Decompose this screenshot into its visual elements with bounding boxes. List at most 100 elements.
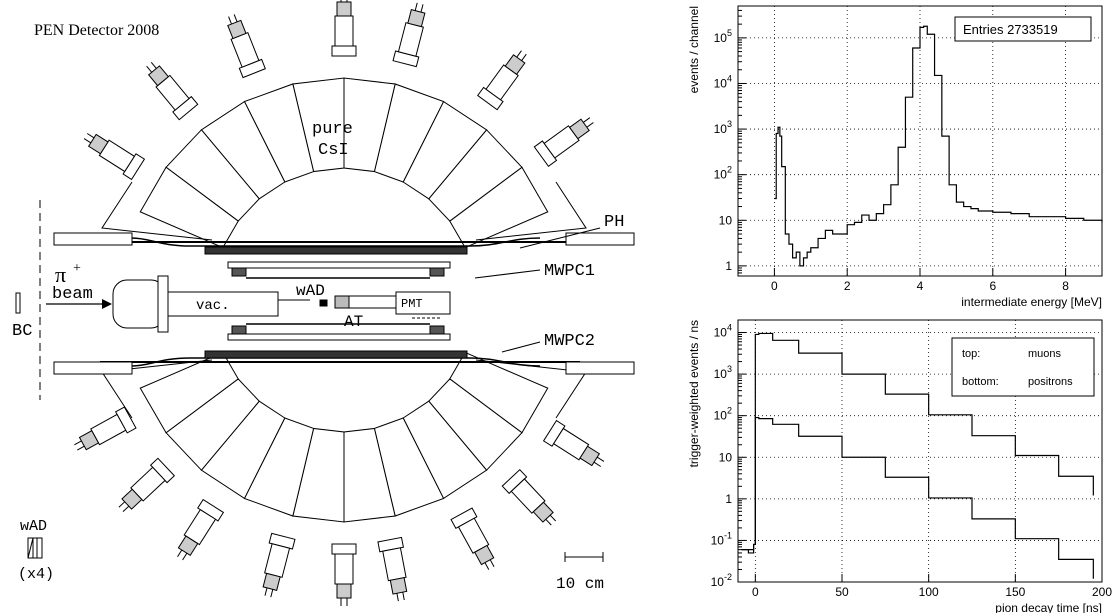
label-pi-charge: + bbox=[73, 261, 81, 276]
legend-top-value: muons bbox=[1028, 348, 1062, 360]
pmt-socket bbox=[407, 9, 426, 28]
pmt-pin bbox=[402, 592, 405, 601]
plastic-hodoscope bbox=[53, 232, 635, 375]
pmt-base bbox=[331, 45, 357, 57]
y-tick-label: 10 bbox=[719, 213, 733, 227]
x-tick-label: 0 bbox=[771, 279, 778, 293]
pmt-tube bbox=[392, 2, 426, 68]
pmt-tube bbox=[542, 419, 605, 467]
pmt-pin bbox=[150, 61, 157, 69]
pmt-socket bbox=[532, 501, 554, 523]
pmt-socket bbox=[147, 65, 170, 87]
x-tick-label: 4 bbox=[917, 279, 924, 293]
pmt-pin bbox=[549, 514, 557, 522]
y-tick-label: 102 bbox=[714, 165, 732, 182]
label-pi: π bbox=[55, 262, 66, 287]
pmt-body bbox=[334, 15, 354, 47]
pmt-body bbox=[382, 547, 407, 582]
decay-plot-frame bbox=[737, 319, 1103, 583]
pmt-tube bbox=[377, 536, 408, 602]
y-tick-label: 103 bbox=[714, 364, 732, 381]
pmt-tube bbox=[227, 14, 266, 79]
pmt-pin bbox=[182, 552, 188, 561]
pmt-socket bbox=[336, 583, 352, 599]
pmt-socket bbox=[177, 535, 199, 557]
pmt-socket bbox=[336, 1, 352, 17]
pmt-tube bbox=[177, 498, 225, 561]
pmt-tube bbox=[331, 543, 357, 606]
csi-wedge bbox=[475, 181, 587, 241]
pmt-socket bbox=[227, 19, 247, 40]
pmt-tube bbox=[450, 507, 495, 570]
energy-tick-labels: 0 2 4 6 8 1 10 102 103 104 105 bbox=[714, 28, 1070, 293]
pmt-socket bbox=[78, 430, 100, 451]
y-tick-label: 10-2 bbox=[711, 572, 732, 589]
label-wad: wAD bbox=[296, 282, 325, 300]
y-tick-label: 102 bbox=[714, 406, 732, 423]
pmt-pin bbox=[516, 50, 522, 58]
pmt-pin bbox=[118, 501, 126, 508]
energy-histogram: 0 2 4 6 8 1 10 102 103 104 105 intermediate energy… bbox=[687, 5, 1103, 309]
y-tick-label: 104 bbox=[714, 73, 732, 90]
pmt-tube bbox=[146, 61, 199, 121]
energy-plot-frame bbox=[737, 5, 1103, 277]
pmt-pin bbox=[545, 518, 552, 526]
pmt-socket bbox=[389, 577, 408, 595]
pmt-tube bbox=[331, 0, 357, 57]
x-tick-label: 50 bbox=[835, 585, 849, 599]
pmt-tube bbox=[533, 117, 594, 167]
pmt-tube bbox=[501, 468, 557, 526]
y-tick-label: 103 bbox=[714, 119, 732, 136]
pmt-tube bbox=[83, 133, 146, 181]
decay-time-histogram: 0 50 100 150 200 10-2 10-1 1 10 102 103 104 pion de… bbox=[687, 319, 1112, 613]
energy-entries-annotation: Entries 2733519 bbox=[963, 22, 1058, 37]
pmt-pin bbox=[233, 14, 238, 23]
label-pure: pure bbox=[312, 120, 353, 139]
x-tick-label: 6 bbox=[989, 279, 996, 293]
beam-pipe bbox=[112, 275, 451, 333]
pmt-socket bbox=[504, 54, 526, 76]
decay-x-axis-label: pion decay time [ns] bbox=[995, 601, 1102, 613]
label-at: AT bbox=[344, 313, 363, 331]
pmt-tubes bbox=[74, 0, 605, 606]
pmt-tube bbox=[262, 532, 296, 598]
y-tick-label: 10-1 bbox=[711, 530, 732, 547]
pmt-pin bbox=[396, 593, 399, 602]
x-tick-label: 100 bbox=[919, 585, 939, 599]
pmt-base bbox=[331, 543, 357, 555]
csi-crystals-lower bbox=[101, 351, 587, 523]
y-tick-label: 104 bbox=[714, 323, 732, 340]
energy-stats-box: Entries 2733519 bbox=[954, 16, 1092, 42]
y-tick-label: 1 bbox=[725, 492, 732, 506]
pmt-pin bbox=[122, 505, 130, 513]
label-vac: vac. bbox=[196, 298, 230, 314]
wad-legend-icon bbox=[27, 537, 43, 559]
pmt-pin bbox=[86, 133, 95, 139]
y-tick-label: 10 bbox=[719, 450, 733, 464]
pmt-pin bbox=[596, 456, 605, 462]
positrons-series-line bbox=[741, 416, 1094, 579]
x-tick-label: 200 bbox=[1092, 585, 1112, 599]
mwpc1-leader-line bbox=[474, 269, 541, 279]
pmt-socket bbox=[568, 118, 590, 140]
detector-title: PEN Detector 2008 bbox=[34, 22, 159, 39]
x-tick-label: 150 bbox=[1005, 585, 1025, 599]
legend-bottom-value: positrons bbox=[1028, 376, 1073, 388]
pmt-pin bbox=[77, 445, 85, 451]
energy-series-line bbox=[774, 25, 1103, 267]
label-mwpc2: MWPC2 bbox=[544, 332, 595, 351]
pmt-socket bbox=[579, 445, 601, 467]
x-tick-label: 0 bbox=[752, 585, 759, 599]
y-tick-label: 1 bbox=[725, 259, 732, 273]
legend-top-key: top: bbox=[962, 348, 980, 360]
pmt-socket bbox=[474, 544, 495, 566]
pmt-pin bbox=[521, 53, 527, 61]
pmt-pin bbox=[586, 122, 594, 128]
pmt-pin bbox=[489, 559, 495, 567]
pmt-tube bbox=[477, 50, 527, 111]
mwpc-chambers bbox=[227, 261, 451, 341]
pmt-pin bbox=[74, 440, 82, 446]
beam-counter bbox=[15, 200, 41, 400]
